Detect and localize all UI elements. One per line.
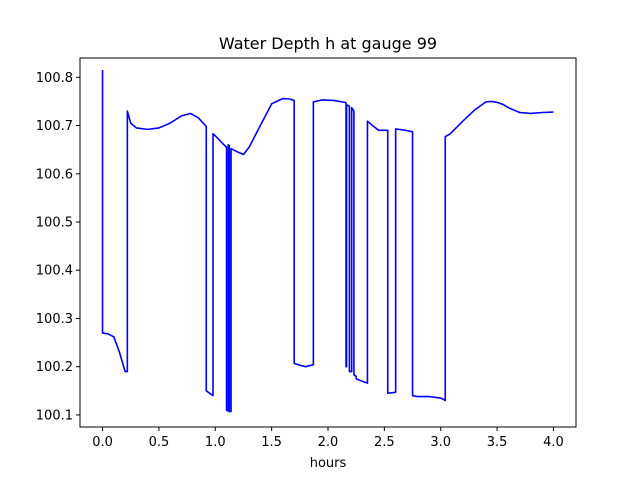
y-tick-label: 100.5 [36,216,73,231]
x-tick-label: 2.0 [318,435,339,450]
x-tick-label: 0.0 [92,435,113,450]
x-tick-label: 1.0 [205,435,226,450]
y-tick-label: 100.3 [36,312,73,327]
y-tick-label: 100.7 [36,119,73,134]
y-tick-label: 100.1 [36,408,73,423]
x-tick-label: 1.5 [261,435,282,450]
y-axis-ticks: 100.1 100.2 100.3 100.4 100.5 100.6 100.7 100.8 [36,71,80,423]
chart-title: Water Depth h at gauge 99 [219,34,437,53]
series-line-0 [101,70,554,413]
y-tick-label: 100.6 [36,167,73,182]
y-tick-label: 100.8 [36,71,73,86]
x-tick-label: 4.0 [543,435,564,450]
x-tick-label: 0.5 [149,435,170,450]
plot-area [101,70,554,413]
y-tick-label: 100.2 [36,360,73,375]
x-tick-label: 3.0 [430,435,451,450]
y-tick-label: 100.4 [36,264,73,279]
x-axis-label: hours [310,456,347,471]
x-axis-ticks: 0.0 0.5 1.0 1.5 2.0 2.5 3.0 3.5 4.0 [92,427,564,450]
plot-frame [79,57,577,428]
x-tick-label: 3.5 [487,435,508,450]
x-tick-label: 2.5 [374,435,395,450]
